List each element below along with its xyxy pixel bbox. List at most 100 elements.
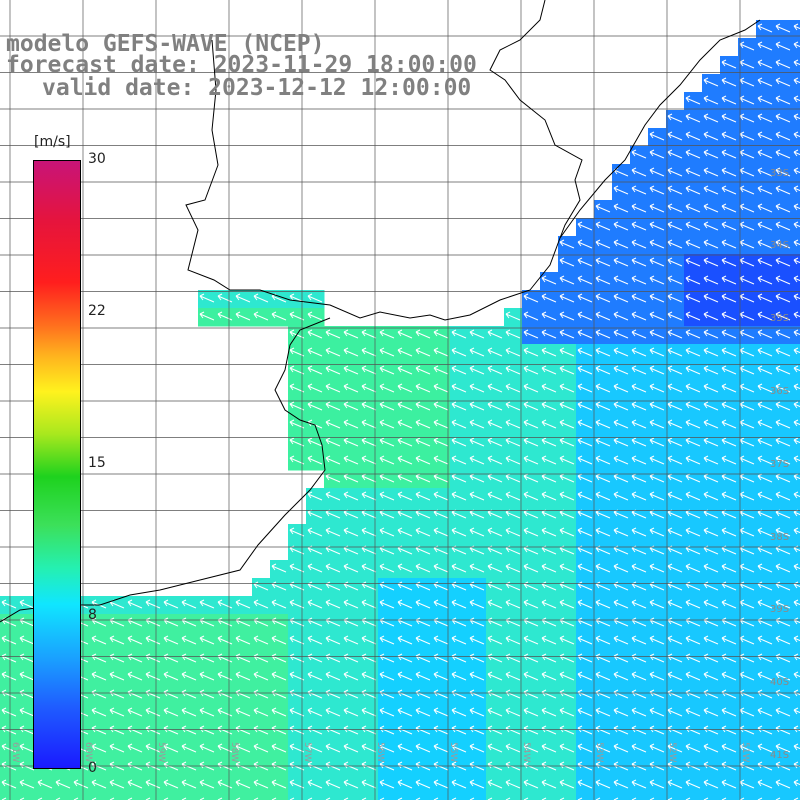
wind-arrow (757, 563, 773, 573)
wind-arrow (649, 239, 665, 249)
wind-arrow (757, 59, 773, 69)
lat-label: 38S (770, 532, 790, 543)
wind-arrow (649, 455, 665, 465)
wind-arrow (685, 311, 701, 321)
wind-arrow (145, 743, 161, 753)
wind-arrow (415, 707, 431, 717)
wind-arrow (559, 455, 575, 465)
wind-arrow (613, 563, 629, 573)
wind-arrow (721, 113, 737, 123)
wind-arrow (343, 563, 359, 573)
wind-arrow (667, 203, 683, 213)
wind-arrow (757, 437, 773, 447)
wind-arrow (739, 491, 755, 501)
wind-arrow (487, 671, 503, 681)
wind-arrow (361, 365, 377, 375)
wind-arrow (271, 311, 287, 321)
wind-arrow (649, 185, 665, 195)
wind-arrow (451, 491, 467, 501)
wind-arrow (739, 167, 755, 177)
wind-arrow (1, 779, 17, 789)
wind-arrow (793, 779, 800, 787)
wind-arrow (361, 419, 377, 429)
wind-arrow (559, 347, 575, 357)
wind-arrow (631, 203, 647, 213)
wind-arrow (649, 401, 665, 411)
wind-arrow (721, 77, 737, 87)
wind-arrow (595, 779, 611, 789)
wind-cell (504, 794, 523, 800)
wind-arrow (577, 329, 593, 339)
wind-arrow (379, 491, 395, 501)
lat-label: 37S (770, 459, 790, 470)
wind-arrow (685, 743, 701, 753)
wind-arrow (343, 329, 359, 339)
wind-cell (414, 794, 433, 800)
wind-arrow (91, 635, 107, 645)
wind-arrow (127, 725, 143, 735)
wind-arrow (199, 707, 215, 717)
wind-arrow (271, 707, 287, 717)
wind-arrow (397, 491, 413, 501)
wind-arrow (469, 527, 485, 537)
wind-arrow (109, 725, 125, 735)
wind-arrow (649, 167, 665, 177)
wind-arrow (451, 599, 467, 609)
lon-label: 60W (83, 742, 93, 763)
wind-arrow (415, 437, 431, 447)
wind-arrow (577, 491, 593, 501)
wind-arrow (577, 239, 593, 249)
wind-arrow (775, 293, 791, 303)
wind-arrow (757, 725, 773, 735)
wind-cell (702, 794, 721, 800)
wind-arrow (703, 203, 719, 213)
wind-arrow (199, 293, 215, 303)
lat-label: 33S (770, 168, 790, 179)
wind-arrow (343, 725, 359, 735)
wind-cell (36, 794, 55, 800)
wind-arrow (361, 599, 377, 609)
wind-arrow (253, 725, 269, 735)
wind-arrow (703, 95, 719, 105)
wind-arrow (775, 743, 791, 753)
wind-arrow (577, 563, 593, 573)
wind-arrow (217, 311, 233, 321)
colorbar-tick-0: 0 (88, 760, 97, 776)
wind-arrow (631, 167, 647, 177)
wind-arrow (775, 239, 791, 249)
wind-arrow (415, 383, 431, 393)
wind-arrow (307, 743, 323, 753)
wind-arrow (757, 149, 773, 159)
wind-arrow (667, 365, 683, 375)
wind-arrow (235, 779, 251, 789)
wind-arrow (109, 707, 125, 717)
wind-arrow (793, 383, 800, 391)
wind-arrow (1, 671, 17, 681)
wind-arrow (523, 311, 539, 321)
wind-arrow (469, 779, 485, 789)
wind-arrow (631, 257, 647, 267)
wind-arrow (559, 743, 575, 753)
colorbar-tick-8: 8 (88, 607, 97, 623)
wind-arrow (739, 527, 755, 537)
wind-arrow (541, 743, 557, 753)
wind-arrow (721, 221, 737, 231)
wind-arrow (37, 779, 53, 789)
wind-arrow (1, 743, 17, 753)
wind-arrow (307, 383, 323, 393)
wind-arrow (343, 743, 359, 753)
wind-arrow (577, 635, 593, 645)
wind-arrow (523, 779, 539, 789)
wind-arrow (379, 437, 395, 447)
wind-arrow (667, 635, 683, 645)
wind-arrow (307, 401, 323, 411)
wind-arrow (307, 671, 323, 681)
wind-arrow (415, 779, 431, 789)
wind-cell (486, 794, 505, 800)
wind-cell (396, 794, 415, 800)
wind-arrow (757, 401, 773, 411)
wind-arrow (739, 779, 755, 789)
wind-arrow (739, 401, 755, 411)
wind-arrow (379, 725, 395, 735)
wind-arrow (91, 743, 107, 753)
